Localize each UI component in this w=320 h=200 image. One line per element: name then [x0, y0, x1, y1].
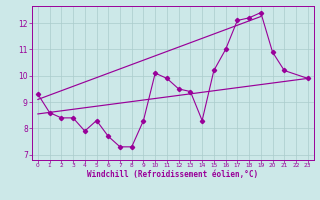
- X-axis label: Windchill (Refroidissement éolien,°C): Windchill (Refroidissement éolien,°C): [87, 170, 258, 179]
